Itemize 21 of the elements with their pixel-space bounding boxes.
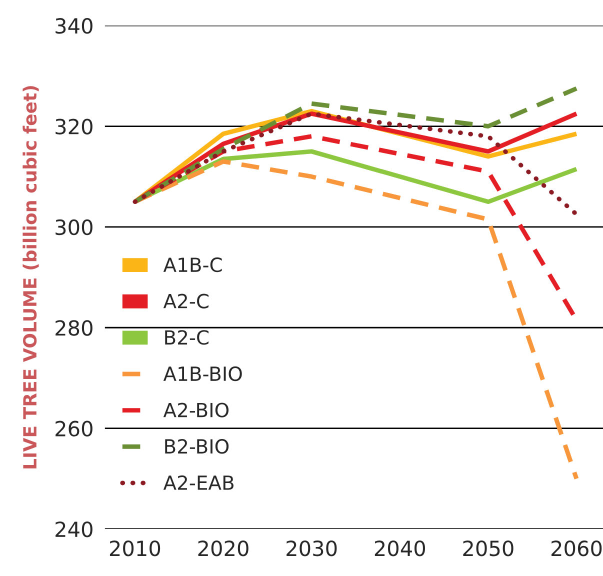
legend-label: A2-BIO <box>163 402 229 418</box>
x-tick-label: 2010 <box>110 540 160 556</box>
x-tick-label: 2050 <box>463 540 514 556</box>
legend-label: A1B-C <box>163 257 222 272</box>
y-axis-title: LIVE TREE VOLUME (billion cubic feet) <box>22 86 39 468</box>
y-tick-label: 280 <box>56 320 92 336</box>
legend-label: A2-C <box>163 294 208 308</box>
x-tick-label: 2060 <box>552 540 602 556</box>
legend-label: B2-BIO <box>165 439 229 454</box>
legend-label: A1B-BIO <box>163 366 242 382</box>
x-tick-label: 2030 <box>286 540 337 556</box>
y-tick-label: 340 <box>56 18 92 34</box>
x-tick-label: 2040 <box>374 540 426 556</box>
legend-label: B2-C <box>165 330 209 345</box>
y-tick-label: 320 <box>56 118 92 134</box>
y-tick-label: 240 <box>56 521 92 538</box>
legend-label: A2-EAB <box>163 475 234 490</box>
x-tick-label: 2020 <box>198 540 248 556</box>
line-series <box>132 86 579 204</box>
y-tick-label: 260 <box>56 420 92 437</box>
y-tick-label: 300 <box>56 219 92 236</box>
